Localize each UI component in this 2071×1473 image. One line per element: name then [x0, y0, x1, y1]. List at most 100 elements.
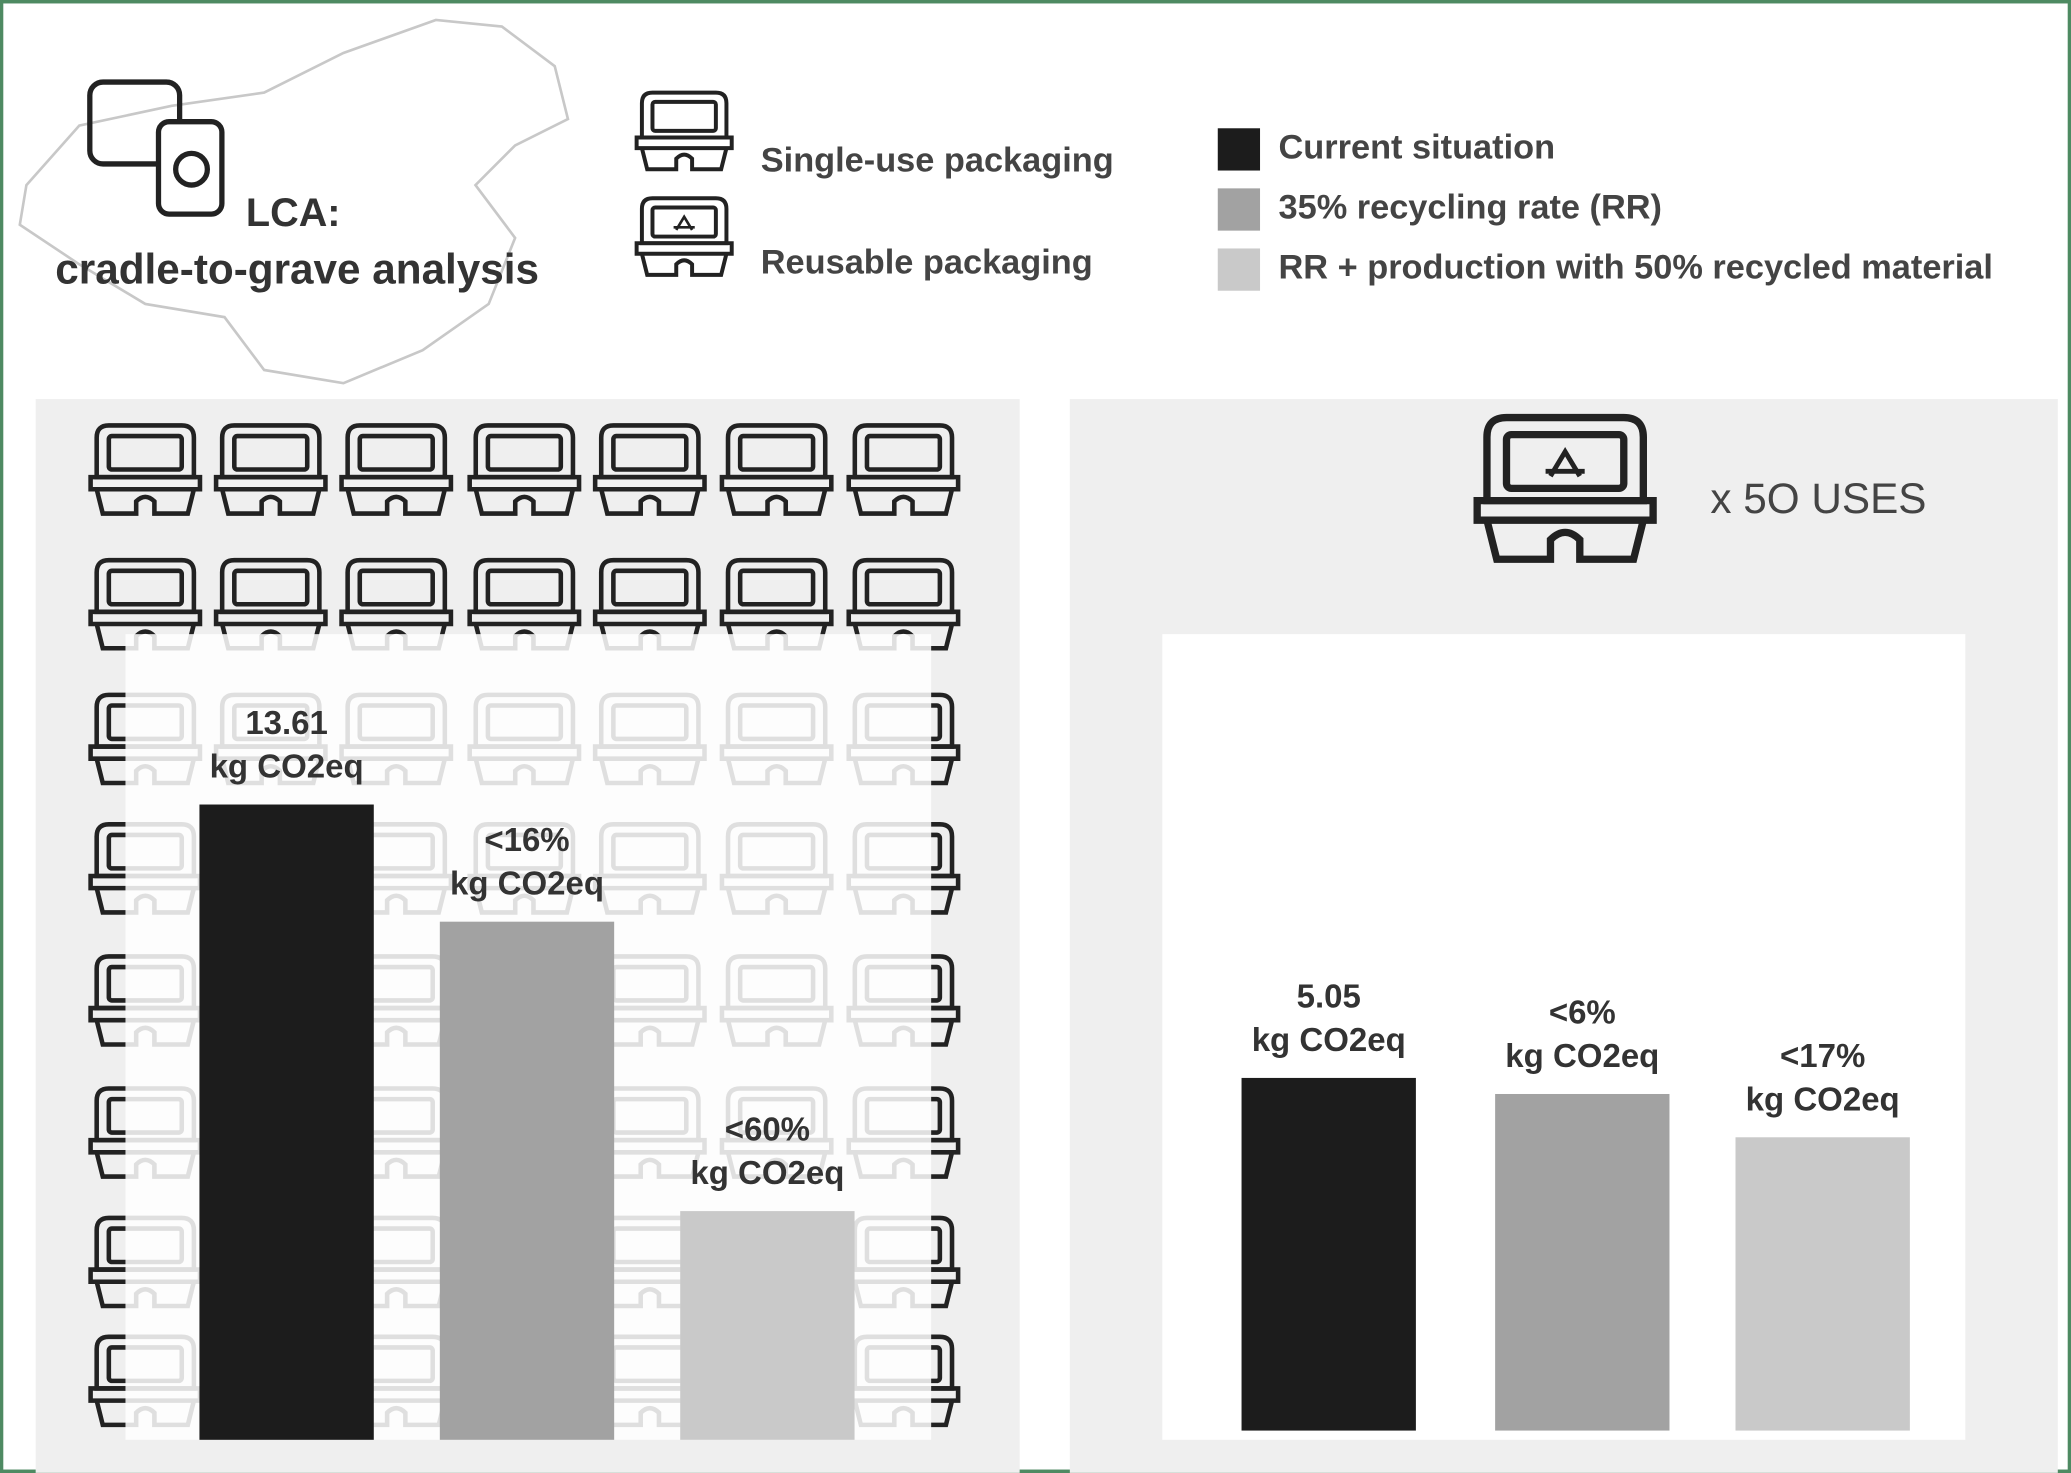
bar-unit: kg CO2eq [1746, 1080, 1900, 1117]
bar [1735, 1137, 1910, 1431]
bar-unit: kg CO2eq [1252, 1021, 1406, 1058]
bar-unit: kg CO2eq [210, 748, 364, 785]
legend-swatch [1217, 128, 1261, 171]
container-icon [846, 423, 961, 516]
legend-label: Current situation [1279, 128, 1556, 166]
icon-lid [219, 423, 322, 480]
container-icon [719, 423, 834, 516]
icon-base [345, 488, 448, 516]
icon-window [106, 568, 185, 607]
icon-window [650, 99, 718, 133]
icon-lid [852, 423, 955, 480]
icon-lid [473, 423, 576, 480]
icon-rim [634, 135, 734, 151]
icon-base [852, 488, 955, 516]
icon-recycle [1545, 446, 1585, 478]
legend-label: RR + production with 50% recycled materi… [1279, 249, 1993, 287]
icon-window [611, 433, 689, 472]
icon-rim [88, 609, 203, 627]
icon-base [219, 488, 322, 516]
bar [439, 921, 615, 1440]
icon-lid [345, 557, 448, 615]
icon-base [599, 488, 701, 516]
container-icon [88, 423, 203, 516]
icon-window [106, 433, 185, 472]
icon-lid [219, 557, 322, 615]
icon-window [737, 568, 816, 607]
legend-swatch [1217, 188, 1261, 231]
icon-rim [339, 609, 454, 627]
container-icon [339, 423, 454, 516]
icon-base [473, 488, 576, 516]
icon-lid [94, 557, 197, 615]
container-icon [213, 423, 328, 516]
icon-window [650, 205, 718, 239]
icon-rim [592, 609, 707, 627]
icon-rim [467, 609, 582, 627]
icon-rim [339, 474, 454, 492]
icon-lid [598, 423, 701, 480]
bar-label: <16% [484, 821, 569, 858]
container-icon [634, 196, 734, 277]
icon-rim [719, 474, 834, 492]
bar-label: <17% [1780, 1037, 1865, 1074]
bar-unit: kg CO2eq [1505, 1037, 1659, 1074]
icon-window [232, 433, 310, 472]
icon-lid [725, 557, 828, 615]
icon-rim [1473, 496, 1657, 524]
packaging-label: Single-use packaging [761, 142, 1114, 180]
title: LCA: [246, 191, 341, 235]
icon-base [1483, 519, 1647, 563]
bar-unit: kg CO2eq [690, 1154, 844, 1191]
icon-lid [94, 423, 197, 480]
icon-window [485, 433, 564, 472]
container-icon [592, 557, 707, 651]
container-icon [592, 423, 707, 516]
container-icon [467, 423, 582, 516]
icon-lid [852, 557, 955, 615]
icon-lid [639, 196, 729, 246]
bar-label: <6% [1549, 993, 1616, 1030]
icon-lid [639, 90, 729, 140]
bar [1241, 1077, 1416, 1431]
app-icon [87, 79, 225, 217]
icon-base [639, 147, 729, 172]
icon-lid [473, 557, 576, 615]
icon-window [864, 568, 943, 607]
legend-swatch [1217, 248, 1261, 291]
bar-label: 5.05 [1297, 977, 1361, 1014]
icon-rim [846, 474, 961, 492]
bar [680, 1211, 855, 1440]
bar [199, 804, 374, 1440]
map-outline [18, 18, 570, 385]
icon-recycle [673, 214, 695, 231]
icon-rim [846, 609, 961, 627]
icon-lid [598, 557, 701, 615]
icon-lid [1483, 413, 1647, 505]
icon-lid [725, 423, 828, 480]
icon-window [737, 433, 816, 472]
container-icon [1473, 413, 1657, 563]
icon-window [357, 433, 435, 472]
icon-rim [213, 609, 328, 627]
icon-window [357, 568, 435, 607]
icon-rim [592, 474, 707, 492]
icon-lid [345, 423, 448, 480]
subtitle: cradle-to-grave analysis [55, 245, 539, 292]
icon-rim [719, 609, 834, 627]
icon-window [1502, 430, 1628, 493]
icon-rim [88, 474, 203, 492]
icon-window [232, 568, 310, 607]
icon-rim [634, 241, 734, 256]
bar-label: <60% [725, 1111, 810, 1148]
container-icon [634, 90, 734, 172]
bar-label: 13.61 [245, 704, 328, 741]
icon-window [611, 568, 689, 607]
bar-unit: kg CO2eq [450, 865, 604, 902]
icon-base [639, 253, 729, 277]
icon-base [725, 488, 828, 516]
bar [1495, 1093, 1670, 1431]
uses-annotation: x 5O USES [1710, 475, 1926, 522]
